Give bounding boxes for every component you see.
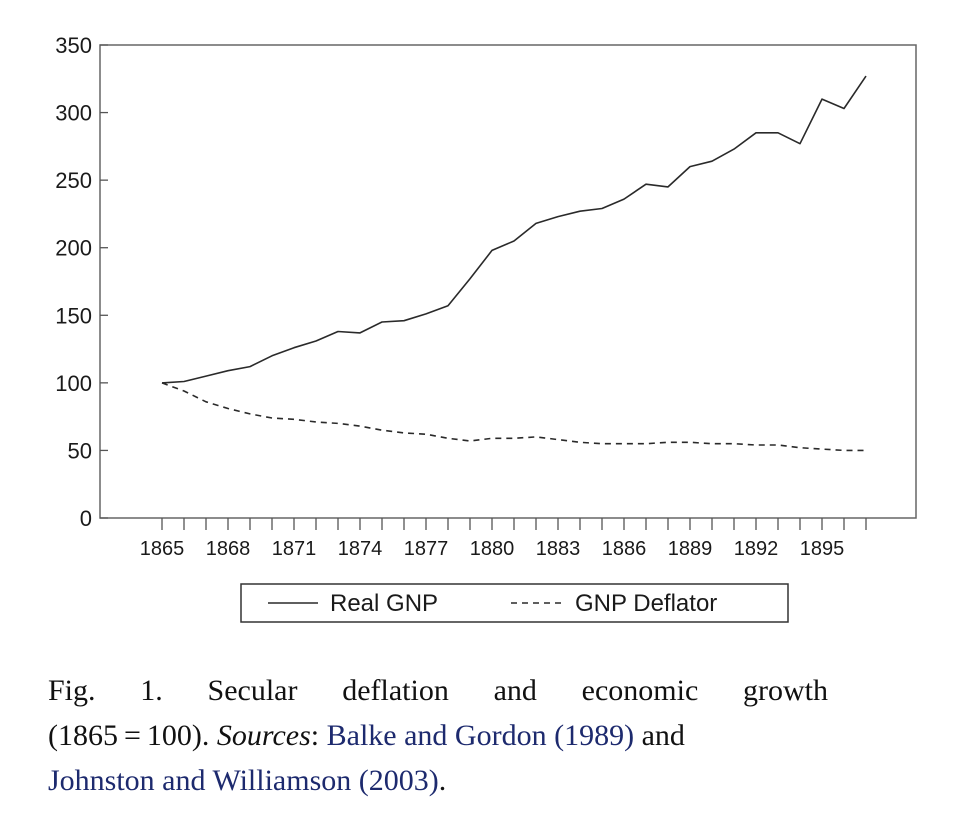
plot-frame bbox=[99, 44, 917, 519]
caption-text: (1865 = 100). bbox=[48, 719, 217, 752]
y-tick-label: 300 bbox=[55, 101, 92, 126]
legend-label-real-gnp: Real GNP bbox=[330, 590, 438, 617]
caption-text: and bbox=[634, 719, 685, 752]
x-tick-label: 1868 bbox=[206, 538, 251, 560]
reference-link-johnston-williamson[interactable]: Johnston and Williamson (2003) bbox=[48, 764, 439, 797]
caption-line-3: Johnston and Williamson (2003). bbox=[48, 758, 828, 803]
x-tick-label: 1886 bbox=[602, 538, 647, 560]
x-tick-label: 1883 bbox=[536, 538, 581, 560]
caption-sources-label: Sources bbox=[216, 719, 311, 752]
series-line-gnp-deflator bbox=[161, 382, 866, 452]
x-tick-label: 1892 bbox=[734, 538, 779, 560]
x-tick-label: 1880 bbox=[470, 538, 515, 560]
legend-label-gnp-deflator: GNP Deflator bbox=[575, 590, 717, 617]
caption-line-1: Fig. 1. Secular deflation and economic g… bbox=[48, 674, 828, 707]
x-tick-label: 1865 bbox=[140, 538, 185, 560]
x-tick-label: 1889 bbox=[668, 538, 713, 560]
caption-line-2: (1865 = 100). Sources: Balke and Gordon … bbox=[48, 713, 828, 758]
y-tick-label: 150 bbox=[55, 303, 92, 328]
y-tick-label: 200 bbox=[55, 236, 92, 261]
series-lines bbox=[161, 75, 867, 452]
x-tick-label: 1877 bbox=[404, 538, 449, 560]
y-tick-label: 100 bbox=[55, 371, 92, 396]
series-line-real-gnp bbox=[161, 75, 867, 384]
y-tick-label: 350 bbox=[55, 33, 92, 58]
reference-link-balke-gordon[interactable]: Balke and Gordon (1989) bbox=[326, 719, 635, 752]
caption-text: : bbox=[310, 719, 327, 752]
caption-text: . bbox=[438, 764, 447, 797]
legend: Real GNP GNP Deflator bbox=[240, 583, 789, 623]
y-tick-label: 0 bbox=[80, 506, 92, 531]
x-tick-label: 1895 bbox=[800, 538, 845, 560]
x-tick-label: 1871 bbox=[272, 538, 317, 560]
y-tick-label: 50 bbox=[68, 438, 92, 463]
y-axis: 0 50 100 150 200 250 300 350 bbox=[55, 33, 108, 531]
figure-caption: Fig. 1. Secular deflation and economic g… bbox=[48, 668, 828, 803]
y-tick-label: 250 bbox=[55, 168, 92, 193]
x-tick-label: 1874 bbox=[338, 538, 383, 560]
x-axis: 1865 1868 1871 1874 1877 1880 1883 1886 1889 1892… bbox=[140, 518, 867, 560]
